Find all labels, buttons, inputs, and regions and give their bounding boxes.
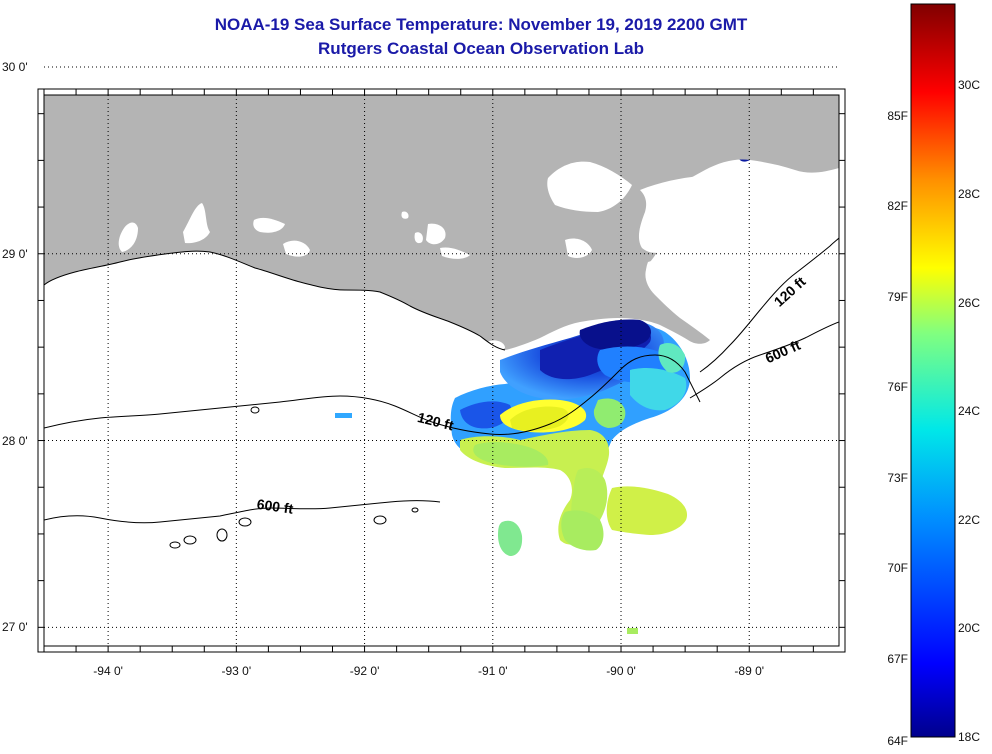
colorbar-label-fahrenheit: 70F: [887, 561, 908, 576]
graticule: [44, 66, 839, 646]
inland-water: [118, 161, 753, 350]
plot-frame: [43, 94, 840, 647]
colorbar-label-celsius: 30C: [958, 78, 981, 93]
colorbar-label-celsius: 20C: [958, 621, 981, 636]
small-banks: [169, 406, 419, 549]
axis-ticks: [38, 89, 845, 652]
longitude-label: -93 0': [221, 664, 252, 678]
longitude-label: -90 0': [606, 664, 636, 678]
tick-frame: [37, 88, 846, 653]
isobath-120ft-east: [699, 237, 839, 373]
colorbar-label-fahrenheit: 76F: [887, 380, 908, 395]
colorbar-label-celsius: 26C: [958, 295, 981, 310]
colorbar-label-celsius: 28C: [958, 187, 981, 202]
isobath-600ft-west: [44, 500, 441, 524]
longitude-label: -94 0': [93, 664, 123, 678]
latitude-label: 28 0': [2, 433, 28, 448]
latitude-label: 29 0': [2, 246, 28, 261]
land-mass: [44, 95, 839, 350]
map-subtitle: Rutgers Coastal Ocean Observation Lab: [318, 39, 644, 58]
isobath-label-600ft-west: 600 ft: [256, 496, 295, 517]
colorbar-label-fahrenheit: 79F: [887, 289, 908, 304]
colorbar-label-celsius: 24C: [958, 404, 981, 419]
colorbar-label-fahrenheit: 82F: [887, 199, 908, 214]
colorbar-label-fahrenheit: 67F: [887, 651, 908, 666]
map-title: NOAA-19 Sea Surface Temperature: Novembe…: [214, 15, 748, 34]
colorbar-label-celsius: 22C: [958, 512, 981, 527]
latitude-label: 27 0': [2, 620, 28, 635]
longitude-label: -89 0': [734, 664, 765, 678]
colorbar-label-fahrenheit: 73F: [887, 470, 908, 485]
longitude-label: -91 0': [477, 664, 508, 678]
latitude-label: 30 0': [2, 59, 28, 74]
colorbar-label-fahrenheit: 64F: [887, 734, 908, 748]
longitude-label: -92 0': [349, 664, 380, 678]
colorbar: [910, 3, 956, 738]
colorbar-label-fahrenheit: 85F: [887, 108, 908, 123]
isobath-120ft-west: [44, 354, 701, 435]
colorbar-label-celsius: 18C: [958, 730, 981, 744]
isobath-600ft-east: [689, 321, 839, 399]
